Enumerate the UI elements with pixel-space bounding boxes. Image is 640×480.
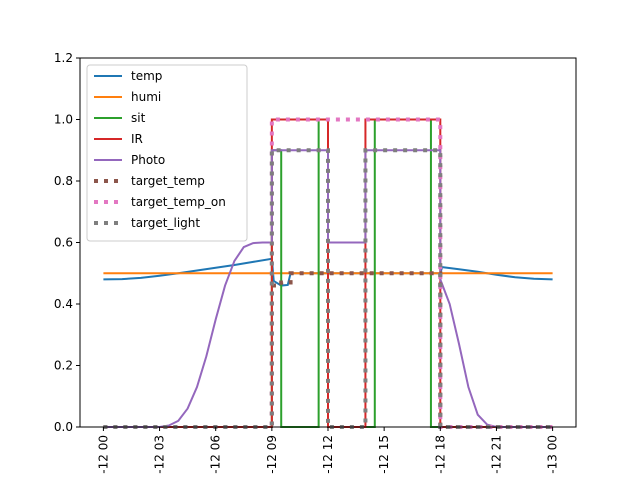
- x-tick-label: -12 12: [321, 435, 335, 474]
- legend-label-temp: temp: [131, 69, 162, 83]
- x-tick-label: -12 15: [377, 435, 391, 474]
- x-tick-label: -13 00: [546, 435, 560, 474]
- y-tick-label: 0.0: [54, 420, 73, 434]
- y-tick-label: 1.0: [54, 113, 73, 127]
- legend-label-photo: Photo: [131, 153, 165, 167]
- y-tick-label: 0.4: [54, 297, 73, 311]
- x-tick-label: -12 21: [489, 435, 503, 474]
- legend-label-ir: IR: [131, 132, 143, 146]
- legend-label-humi: humi: [131, 90, 161, 104]
- legend-label-target-light: target_light: [131, 216, 200, 230]
- legend-label-target-temp: target_temp: [131, 174, 205, 188]
- legend: temp humi sit IR Photo target_temp target_temp…: [86, 64, 248, 242]
- y-tick-label: 0.6: [54, 236, 73, 250]
- x-tick-label: -12 06: [209, 435, 223, 474]
- y-tick-label: 0.2: [54, 359, 73, 373]
- y-axis: 0.0 0.2 0.4 0.6 0.8 1.0 1.2: [54, 51, 80, 434]
- x-tick-label: -12 00: [96, 435, 110, 474]
- y-tick-label: 1.2: [54, 51, 73, 65]
- legend-label-sit: sit: [131, 111, 146, 125]
- y-tick-label: 0.8: [54, 174, 73, 188]
- x-tick-label: -12 18: [433, 435, 447, 474]
- legend-box: [86, 64, 248, 242]
- x-tick-label: -12 09: [265, 435, 279, 474]
- x-axis: -12 00 -12 03 -12 06 -12 09 -12 12 -12 15 -12 …: [96, 427, 560, 474]
- legend-label-target-temp-on: target_temp_on: [131, 195, 226, 209]
- x-tick-label: -12 03: [153, 435, 167, 474]
- series-line-photo: [103, 149, 553, 428]
